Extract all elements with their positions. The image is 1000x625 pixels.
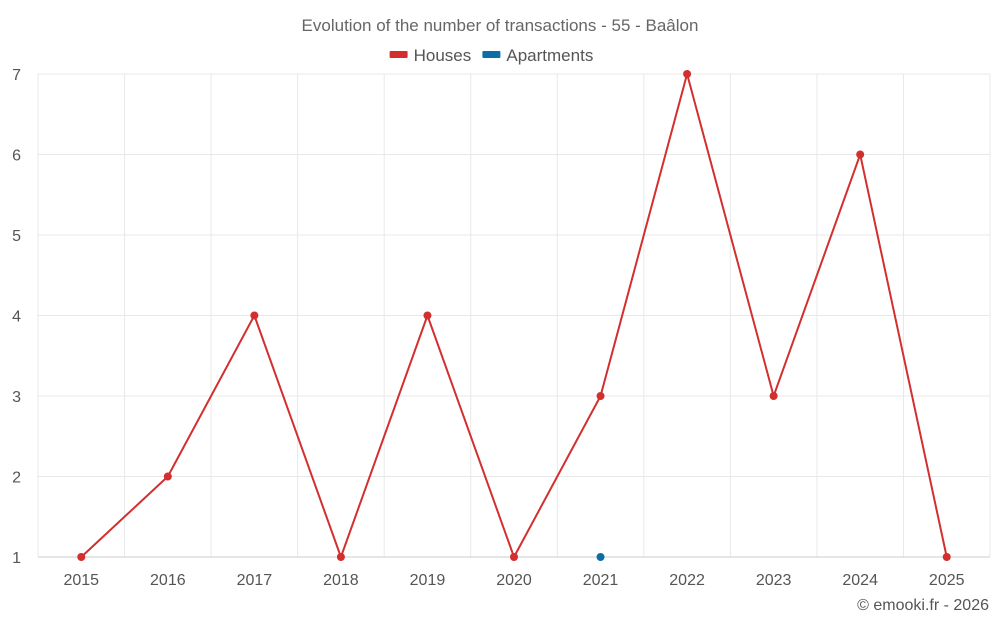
data-point[interactable]: [423, 311, 432, 320]
chart-title: Evolution of the number of transactions …: [302, 16, 699, 35]
series-houses: [77, 70, 951, 561]
y-tick-label: 2: [12, 470, 21, 487]
x-tick-label: 2016: [150, 572, 186, 589]
data-point[interactable]: [336, 553, 345, 561]
data-point[interactable]: [683, 70, 692, 78]
data-point[interactable]: [596, 553, 605, 561]
legend-swatch: [482, 51, 501, 58]
legend-item-houses[interactable]: Houses: [389, 46, 472, 65]
legend-label: Houses: [414, 46, 472, 65]
legend-item-apartments[interactable]: Apartments: [482, 46, 593, 65]
series-apartments: [596, 553, 605, 561]
data-point[interactable]: [596, 392, 605, 400]
y-tick-label: 4: [12, 309, 21, 326]
x-tick-label: 2025: [929, 572, 965, 589]
x-tick-label: 2019: [410, 572, 446, 589]
x-tick-label: 2020: [496, 572, 532, 589]
axes: 1 2 3 4 5 6 7 2015 2016 2017 2018 2019 2020 2021 2022 2…: [12, 67, 990, 589]
grid: [37, 73, 991, 557]
y-tick-label: 5: [12, 228, 21, 245]
credit-text: © emooki.fr - 2026: [857, 597, 989, 614]
x-tick-label: 2017: [237, 572, 273, 589]
x-tick-label: 2023: [756, 572, 792, 589]
series-layer: [77, 70, 951, 561]
data-point[interactable]: [163, 472, 172, 481]
legend-label: Apartments: [506, 46, 593, 65]
data-point[interactable]: [942, 553, 951, 561]
legend: Houses Apartments: [389, 46, 593, 65]
y-tick-label: 3: [12, 389, 21, 406]
y-tick-label: 7: [12, 67, 21, 84]
data-point[interactable]: [250, 311, 259, 320]
y-tick-label: 1: [12, 550, 21, 567]
x-tick-label: 2024: [842, 572, 878, 589]
data-point[interactable]: [856, 150, 865, 159]
y-tick-label: 6: [12, 148, 21, 165]
x-tick-label: 2015: [63, 572, 99, 589]
data-point[interactable]: [510, 553, 518, 561]
x-tick-label: 2018: [323, 572, 359, 589]
data-point[interactable]: [77, 553, 86, 561]
x-tick-label: 2021: [583, 572, 619, 589]
legend-swatch: [389, 51, 408, 58]
data-point[interactable]: [769, 392, 778, 400]
x-tick-label: 2022: [669, 572, 705, 589]
